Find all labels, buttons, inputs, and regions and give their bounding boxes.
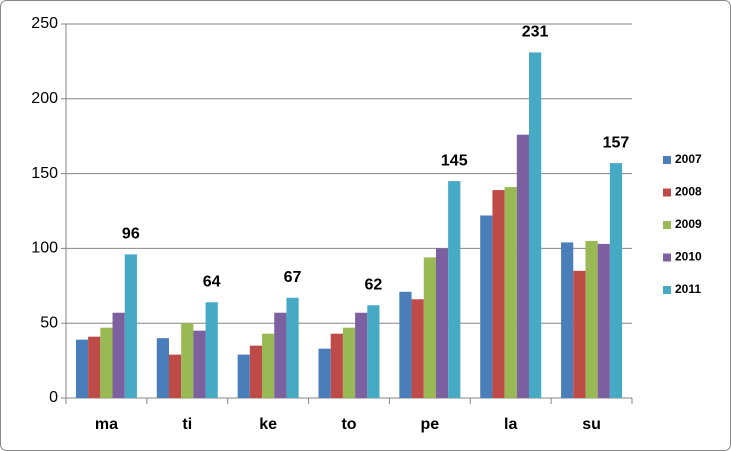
y-tick-label: 50 (40, 314, 58, 331)
bar (274, 312, 287, 398)
legend-swatch (663, 286, 671, 294)
bar (330, 333, 343, 398)
bar (504, 187, 517, 398)
bar (286, 297, 299, 398)
legend-swatch (663, 188, 671, 197)
legend-swatch (663, 253, 671, 262)
y-tick-label: 150 (31, 165, 58, 182)
x-tick-label: la (504, 416, 517, 433)
bar (480, 215, 493, 398)
legend-swatch (663, 221, 671, 229)
bar (573, 270, 586, 398)
y-tick-label: 100 (31, 240, 58, 257)
bar (318, 348, 331, 398)
bar (411, 299, 424, 398)
x-tick-label: ma (95, 416, 118, 433)
bar (88, 336, 101, 398)
bar (181, 323, 194, 398)
data-label: 96 (122, 226, 140, 243)
bar (262, 333, 275, 398)
bar (435, 248, 449, 398)
y-tick-label: 200 (31, 90, 58, 107)
bar (492, 190, 505, 398)
bar (237, 354, 250, 398)
bar (100, 327, 113, 398)
data-label: 231 (522, 24, 549, 41)
bar (585, 240, 598, 398)
legend-swatch (663, 156, 671, 164)
bar (112, 312, 125, 398)
bar (75, 339, 89, 398)
legend-label: 2009 (675, 217, 702, 231)
bar (399, 291, 412, 398)
x-tick-label: ti (182, 416, 192, 433)
bar (342, 327, 356, 398)
x-tick-label: su (582, 416, 601, 433)
bar (609, 163, 623, 398)
bar (355, 312, 368, 398)
bar (168, 354, 182, 398)
data-label: 157 (603, 134, 630, 151)
bar (249, 345, 263, 398)
bar (529, 52, 542, 398)
data-label: 67 (284, 269, 302, 286)
data-label: 145 (441, 152, 468, 169)
bar (448, 181, 461, 398)
bar (367, 305, 380, 398)
data-label: 62 (365, 276, 383, 293)
bar (597, 243, 610, 398)
legend-label: 2010 (675, 250, 702, 264)
legend-label: 2011 (675, 282, 701, 296)
bar (156, 338, 169, 398)
y-tick-label: 0 (49, 389, 58, 406)
bar (423, 257, 436, 398)
x-tick-label: ke (259, 416, 277, 433)
bar (561, 242, 574, 398)
x-tick-label: to (341, 416, 356, 433)
data-label: 64 (203, 273, 221, 290)
legend-label: 2007 (675, 152, 702, 166)
bar (205, 302, 218, 398)
y-tick-label: 250 (31, 15, 58, 32)
x-tick-label: pe (421, 416, 440, 433)
bar (193, 330, 206, 398)
bar (124, 254, 137, 398)
legend-label: 2008 (675, 185, 702, 199)
bar (516, 134, 530, 399)
